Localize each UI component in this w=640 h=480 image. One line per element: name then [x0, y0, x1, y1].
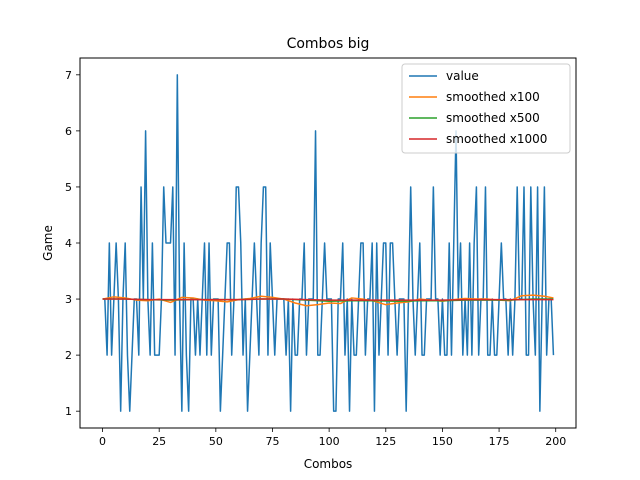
- y-tick-label: 4: [65, 237, 72, 250]
- x-tick-label: 175: [489, 435, 510, 448]
- series-line-3: [102, 298, 554, 301]
- series-layer: [102, 74, 555, 412]
- y-tick-label: 3: [65, 293, 72, 306]
- series-line-0: [102, 74, 555, 412]
- x-tick-label: 0: [99, 435, 106, 448]
- legend-label: smoothed x100: [446, 90, 540, 104]
- chart-title: Combos big: [287, 36, 370, 52]
- legend-box: [401, 63, 571, 154]
- plot-frame: [79, 57, 577, 429]
- y-tick-label: 7: [65, 69, 72, 82]
- legend: value smoothed x100 smoothed x500 smoothed …: [401, 63, 571, 154]
- y-tick-label: 6: [65, 125, 72, 138]
- y-axis-label: Game: [41, 225, 55, 261]
- x-tick-label: 200: [545, 435, 566, 448]
- x-tick-label: 75: [265, 435, 279, 448]
- x-axis-ticks: 0 25 50 75 100 125 150 175 200: [99, 428, 566, 448]
- x-tick-label: 125: [375, 435, 396, 448]
- y-tick-label: 5: [65, 181, 72, 194]
- x-tick-label: 150: [432, 435, 453, 448]
- legend-label: smoothed x1000: [446, 132, 547, 146]
- y-tick-label: 1: [65, 405, 72, 418]
- x-tick-label: 100: [319, 435, 340, 448]
- x-tick-label: 25: [152, 435, 166, 448]
- legend-label: smoothed x500: [446, 111, 540, 125]
- x-tick-label: 50: [209, 435, 223, 448]
- legend-items: value smoothed x100 smoothed x500 smoothed …: [409, 69, 547, 146]
- y-tick-label: 2: [65, 349, 72, 362]
- legend-label: value: [446, 69, 479, 83]
- y-axis-ticks: 1 2 3 4 5 6 7: [65, 69, 80, 418]
- x-axis-label: Combos: [304, 457, 353, 471]
